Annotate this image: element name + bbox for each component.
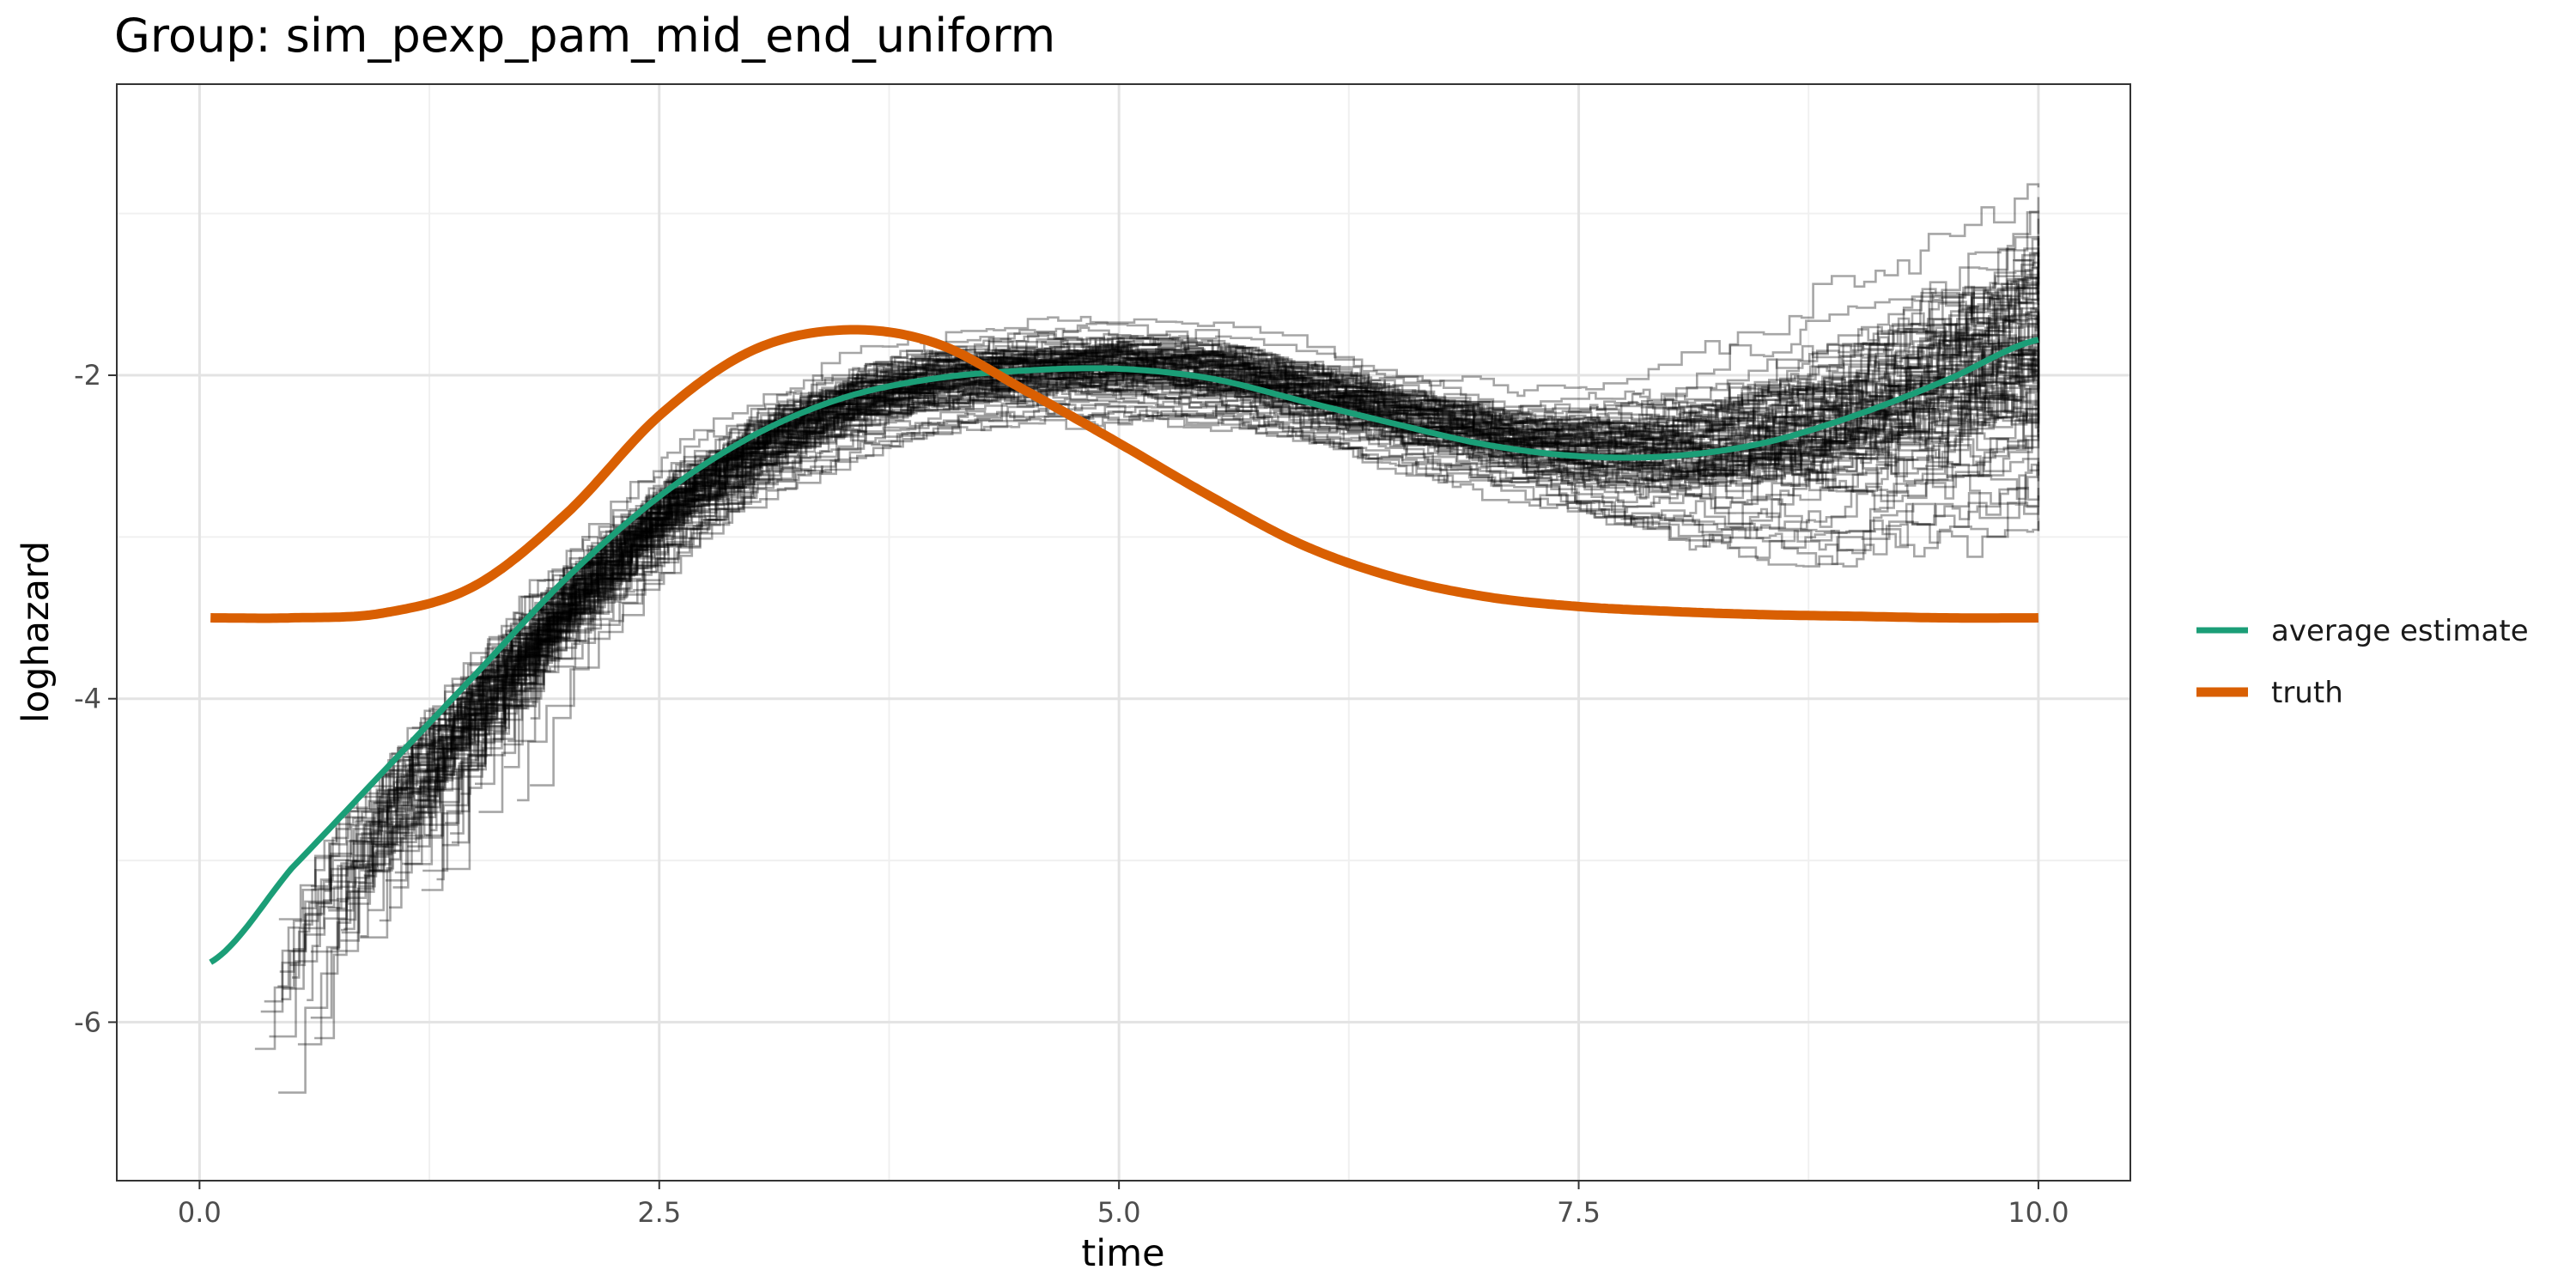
x-tick-label: 5.0: [1097, 1196, 1141, 1229]
replicate-line: [353, 267, 2040, 862]
replicate-line: [424, 345, 2040, 836]
replicate-line: [530, 416, 2040, 787]
replicate-line: [368, 360, 2040, 912]
y-tick-label: -4: [74, 683, 101, 715]
replicate-line: [415, 270, 2040, 766]
replicate-line: [450, 357, 2040, 835]
replicate-line: [310, 400, 2040, 1019]
x-tick-label: 0.0: [178, 1196, 222, 1229]
replicate-line: [474, 319, 2040, 737]
replicate-line: [340, 322, 2040, 932]
replicate-line: [277, 317, 2040, 987]
legend-label-average-estimate: average estimate: [2271, 614, 2529, 648]
replicate-line: [430, 325, 2040, 832]
replicate-line: [385, 311, 2040, 882]
replicate-line: [392, 235, 2040, 829]
replicate-line: [301, 259, 2040, 909]
replicate-line: [483, 347, 2040, 727]
replicate-line: [297, 410, 2040, 1046]
plot-panel-border: [116, 83, 2131, 1182]
replicate-line: [343, 291, 2040, 931]
replicate-line: [324, 210, 2040, 892]
replicate-line: [415, 325, 2040, 809]
replicate-line: [528, 349, 2040, 684]
x-tick-label: 7.5: [1557, 1196, 1601, 1229]
x-axis-title: time: [1081, 1232, 1164, 1275]
replicate-line: [506, 218, 2040, 693]
replicate-line: [422, 389, 2040, 872]
replicate-line: [360, 339, 2040, 938]
replicate-line: [429, 380, 2040, 826]
replicate-line: [352, 294, 2040, 845]
replicate-line: [420, 323, 2040, 802]
replicate-line: [394, 349, 2040, 826]
y-tick-label: -6: [74, 1005, 101, 1038]
replicate-line: [421, 387, 2040, 891]
replicate-line: [468, 253, 2040, 758]
x-tick-label: 10.0: [2008, 1196, 2069, 1229]
y-axis-title: loghazard: [15, 541, 58, 723]
replicate-line: [254, 392, 2040, 1050]
replicate-line: [289, 362, 2040, 967]
replicate-line: [283, 298, 2040, 990]
chart-title: Group: sim_pexp_pam_mid_end_uniform: [114, 9, 1055, 63]
replicate-line: [475, 339, 2040, 786]
replicate-line: [407, 339, 2040, 848]
replicate-line: [530, 369, 2040, 720]
replicate-line: [353, 258, 2040, 870]
replicate-line: [517, 405, 2040, 802]
replicate-line: [340, 396, 2040, 942]
replicate-line: [392, 351, 2040, 889]
replicate-line: [478, 389, 2040, 813]
legend-label-truth: truth: [2271, 676, 2343, 710]
replicate-line: [260, 315, 2040, 1013]
x-tick-label: 2.5: [637, 1196, 681, 1229]
grid: [117, 84, 2130, 1181]
replicate-line: [513, 318, 2040, 703]
x-axis: 0.0 2.5 5.0 7.5 10.0: [178, 1181, 2069, 1229]
truth-line: [210, 325, 2040, 623]
replicate-line: [307, 394, 2040, 1001]
replicate-line: [441, 381, 2040, 871]
replicate-line: [264, 386, 2040, 1003]
replicate-line: [292, 353, 2040, 979]
series-lines: [209, 325, 2040, 965]
replicate-line: [269, 368, 2040, 1038]
replicate-line: [388, 313, 2040, 833]
replicate-line: [314, 402, 2040, 1040]
replicate-line: [411, 183, 2040, 729]
replicate-line: [336, 277, 2040, 910]
replicate-line: [460, 360, 2040, 795]
replicate-line: [368, 276, 2040, 840]
y-tick-label: -2: [74, 359, 101, 392]
average-estimate-line: [209, 337, 2039, 965]
replicate-line: [347, 290, 2040, 905]
replicate-line: [503, 333, 2040, 746]
replicate-line: [355, 197, 2040, 822]
replicate-line: [281, 380, 2040, 1000]
replicate-line: [425, 380, 2040, 837]
replicate-line: [501, 252, 2040, 692]
legend: average estimate truth: [2196, 614, 2529, 710]
y-axis: -2 -4 -6: [74, 359, 117, 1038]
replicate-line: [435, 307, 2040, 792]
replicate-line: [422, 282, 2040, 798]
replicate-line: [360, 372, 2040, 939]
replicate-line: [429, 270, 2040, 818]
replicate-line: [310, 276, 2040, 888]
replicate-line: [436, 378, 2040, 881]
replicate-line: [479, 358, 2040, 756]
replicate-line: [416, 261, 2040, 839]
replicate-line: [454, 315, 2040, 750]
replicate-line: [338, 379, 2040, 952]
replicate-line: [279, 380, 2040, 973]
replicate-line: [503, 359, 2040, 769]
replicate-line: [393, 377, 2040, 853]
replicate-line: [445, 319, 2040, 824]
replicate-line: [278, 411, 2040, 1094]
